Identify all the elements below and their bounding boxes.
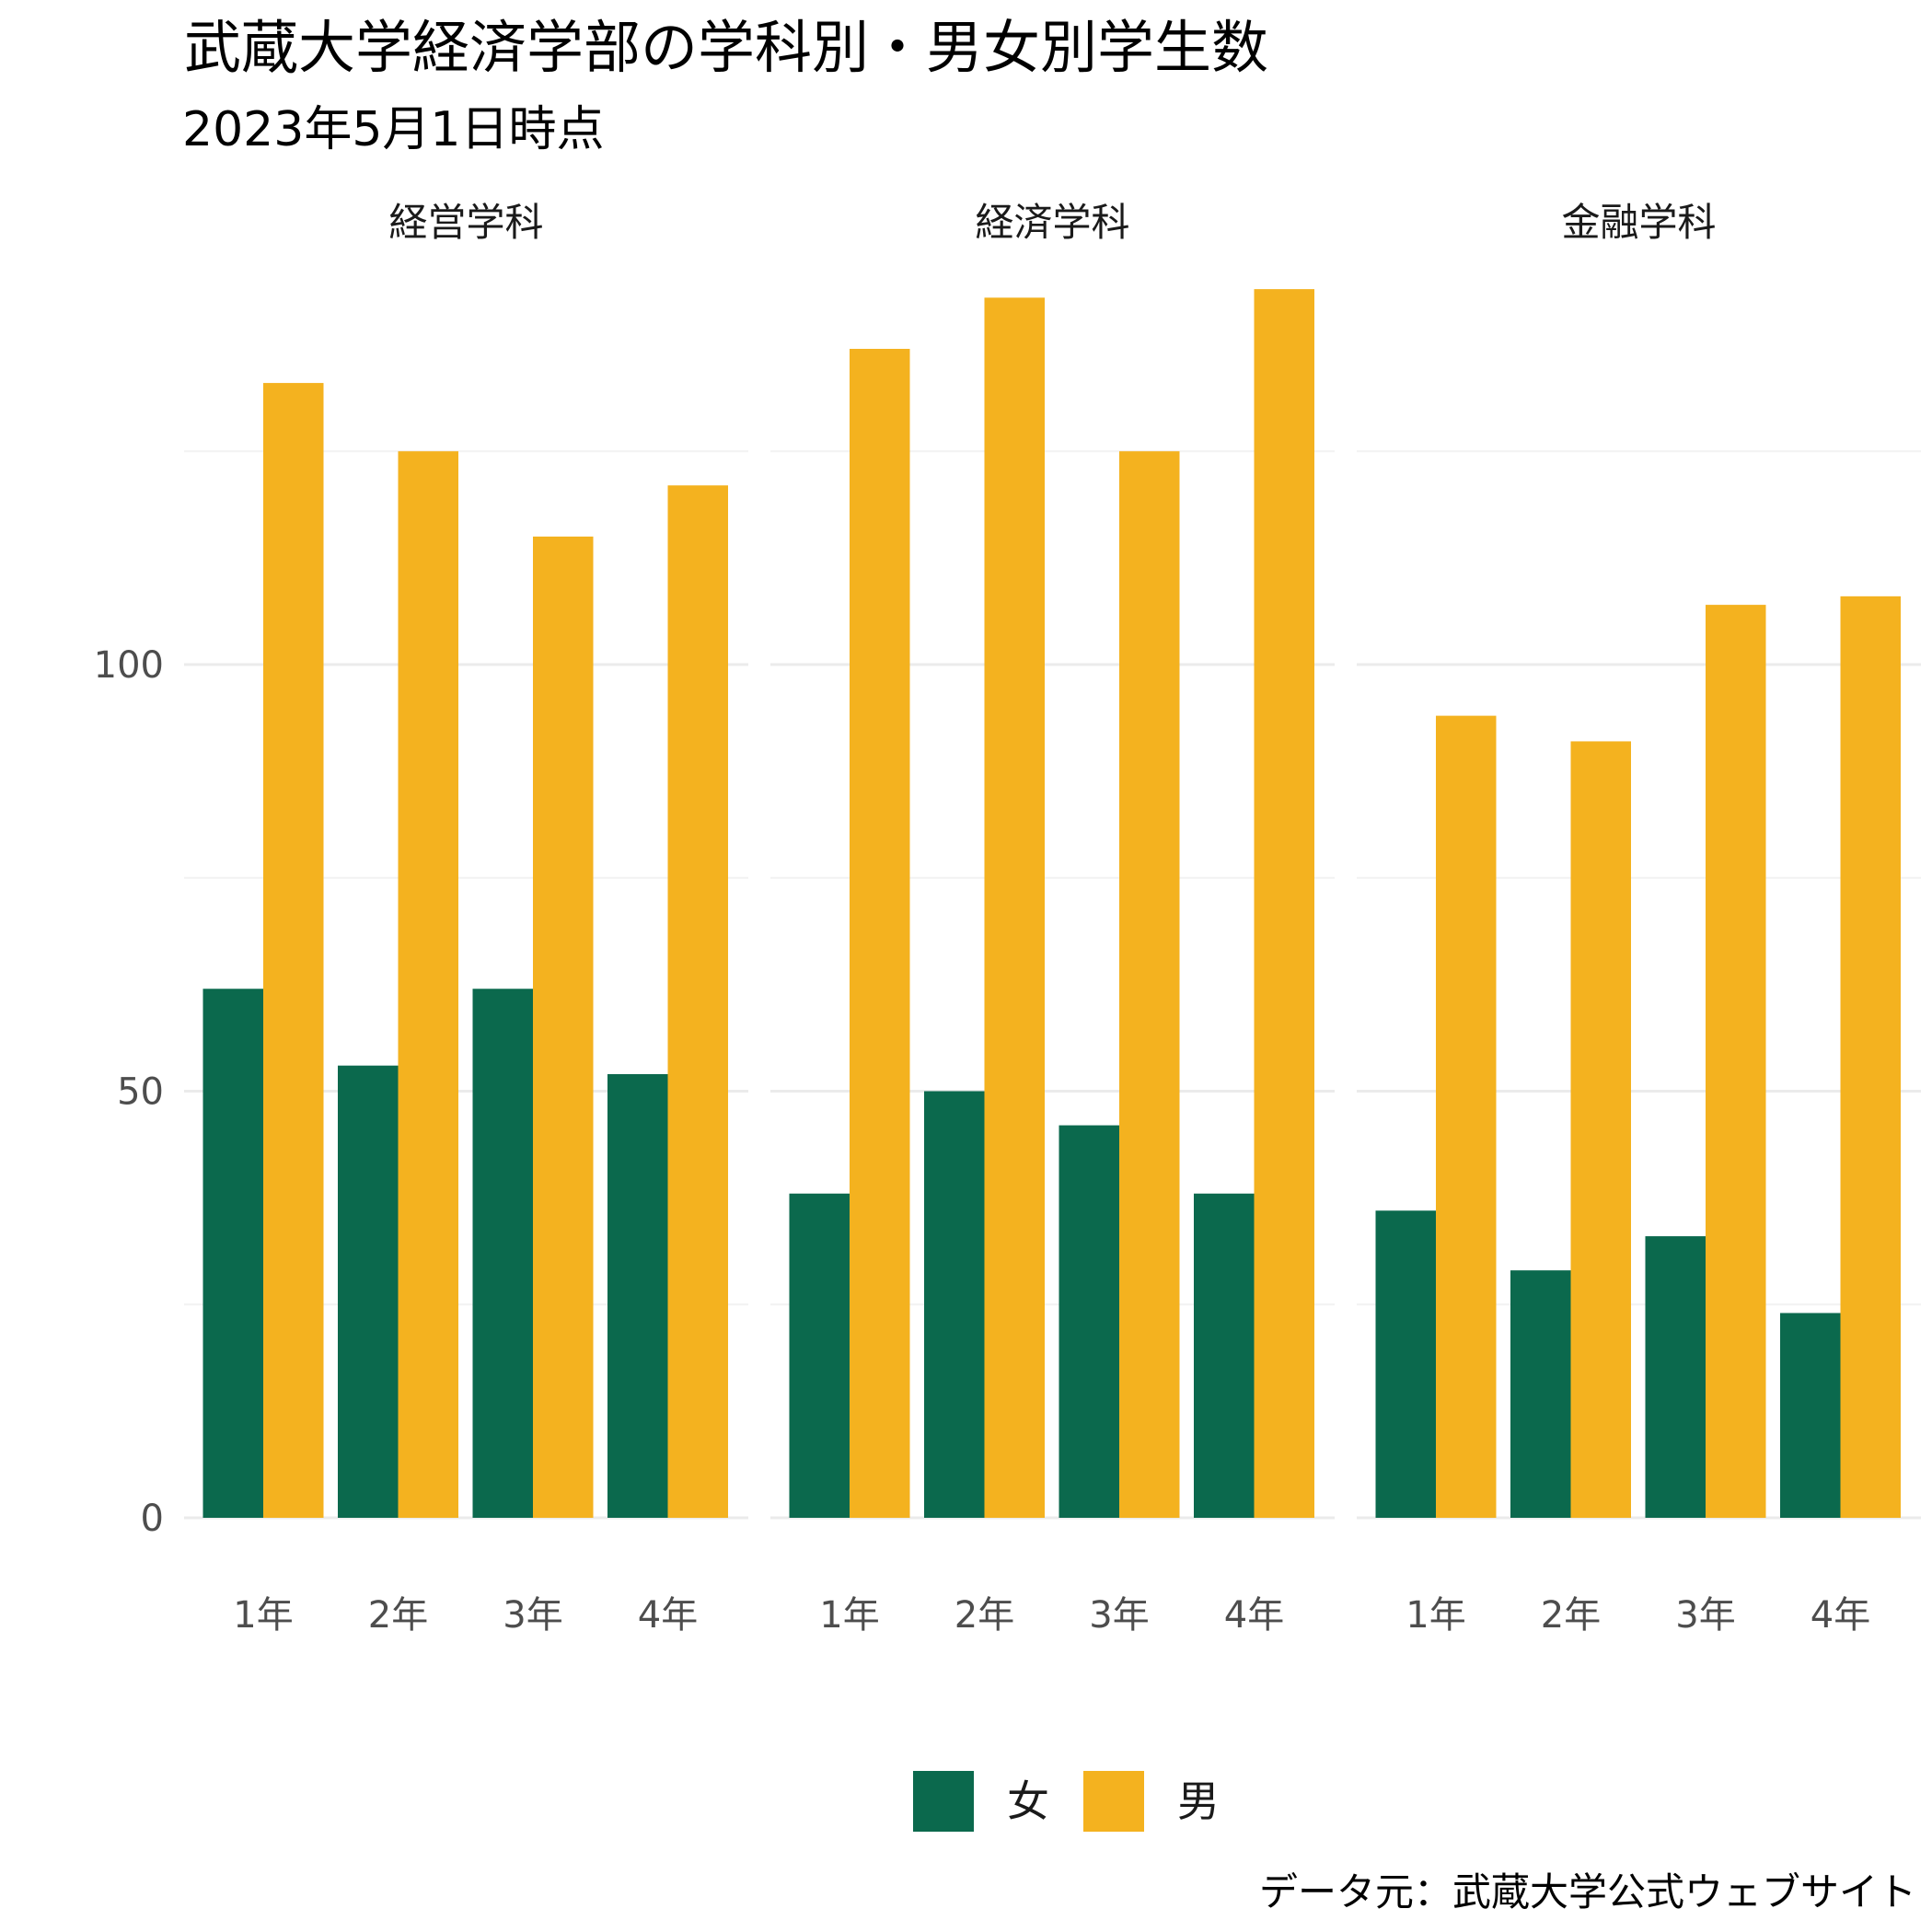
legend-swatch: [1083, 1771, 1144, 1832]
x-tick-label: 1年: [1406, 1594, 1465, 1637]
bar: [202, 989, 263, 1518]
y-tick-label: 50: [117, 1071, 164, 1114]
bar: [1706, 605, 1766, 1518]
facet-panel: 経済学科 1年 2年 3年 4年: [770, 200, 1335, 1637]
bar: [1375, 1210, 1436, 1518]
bar: [1254, 289, 1314, 1518]
y-tick-label: 100: [94, 644, 164, 687]
bar: [789, 1193, 850, 1518]
chart-caption: データ元：武蔵大学公式ウェブサイト: [1259, 1869, 1916, 1915]
bar: [1194, 1193, 1255, 1518]
x-tick-label: 3年: [1675, 1594, 1735, 1637]
bar: [984, 297, 1045, 1518]
bar: [398, 451, 458, 1518]
bar: [924, 1091, 985, 1518]
bar: [1780, 1313, 1841, 1518]
x-tick-label: 3年: [503, 1594, 562, 1637]
bar: [533, 536, 594, 1519]
x-tick-label: 1年: [819, 1594, 879, 1637]
chart-title: 武蔵大学経済学部の学科別・男女別学生数: [184, 14, 1268, 81]
y-axis: 0 50 100: [94, 644, 164, 1540]
legend-label: 女: [1007, 1776, 1049, 1826]
x-tick-label: 4年: [1224, 1594, 1284, 1637]
bar: [1059, 1125, 1119, 1518]
facet-panel: 金融学科 1年 2年 3年 4年: [1357, 200, 1921, 1637]
x-tick-label: 3年: [1089, 1594, 1149, 1637]
bar: [850, 349, 910, 1518]
facet-panels: 経営学科 1年 2年 3年 4年 経済学科 1年 2年 3年 4年 金融学科 1年 2年 3年 4年: [184, 200, 1921, 1637]
bar: [1645, 1236, 1706, 1518]
facet-strip-label: 経営学科: [388, 200, 543, 245]
bar: [1570, 741, 1631, 1518]
facet-panel: 経営学科 1年 2年 3年 4年: [184, 200, 748, 1637]
x-tick-label: 2年: [1541, 1594, 1601, 1637]
x-tick-label: 4年: [1811, 1594, 1870, 1637]
legend: 女男: [913, 1771, 1220, 1832]
bar: [607, 1073, 668, 1518]
legend-label: 男: [1177, 1776, 1220, 1826]
bar: [338, 1065, 399, 1518]
bar: [1119, 451, 1180, 1518]
facet-strip-label: 金融学科: [1561, 200, 1716, 245]
x-tick-label: 2年: [954, 1594, 1014, 1637]
legend-swatch: [913, 1771, 974, 1832]
x-tick-label: 2年: [368, 1594, 428, 1637]
y-tick-label: 0: [141, 1498, 164, 1540]
x-tick-label: 1年: [233, 1594, 293, 1637]
bar: [263, 383, 324, 1519]
x-tick-label: 4年: [638, 1594, 698, 1637]
bar: [1840, 596, 1901, 1518]
chart-subtitle: 2023年5月1日時点: [182, 102, 605, 157]
bar: [1510, 1270, 1571, 1518]
bar: [1436, 715, 1497, 1518]
bar: [667, 485, 728, 1518]
facet-strip-label: 経済学科: [975, 200, 1129, 245]
bar: [472, 989, 533, 1518]
